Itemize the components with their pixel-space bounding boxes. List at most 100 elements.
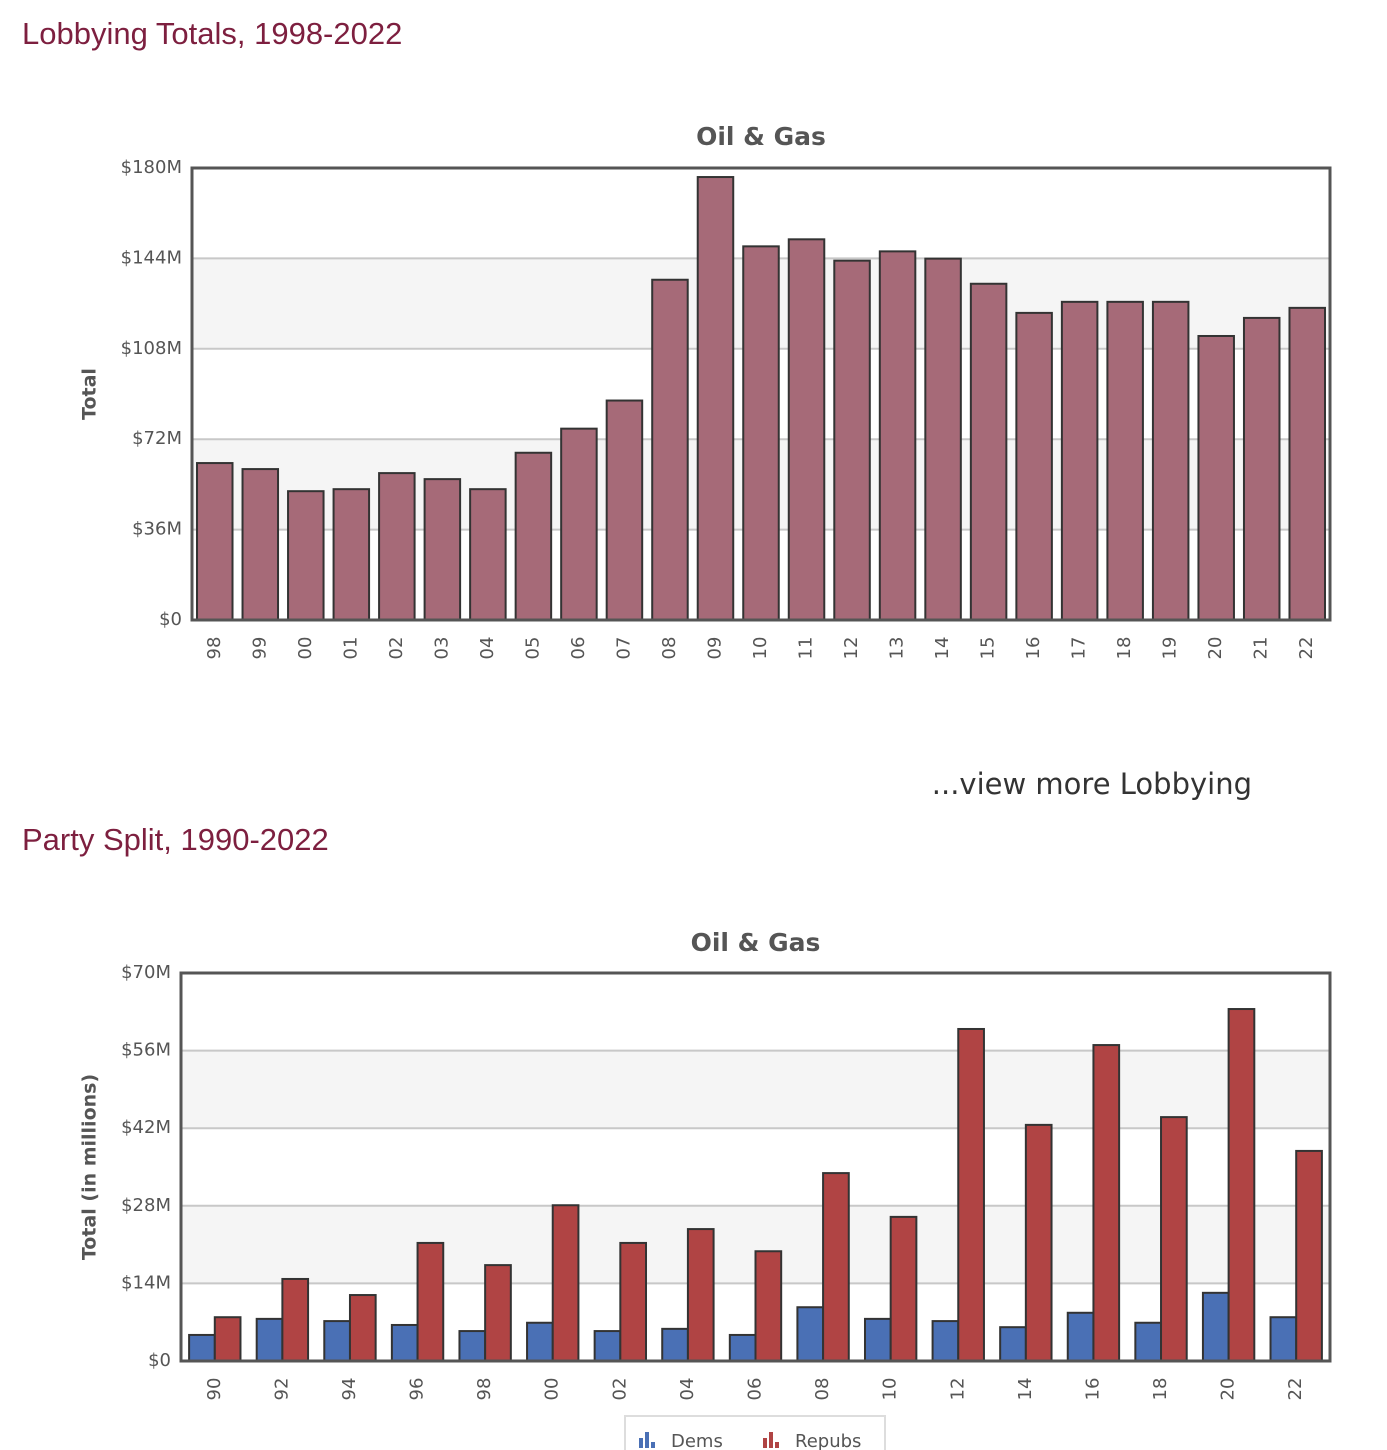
- bar: [878, 250, 917, 621]
- bar: [999, 1326, 1027, 1363]
- y-axis-label: Total (in millions): [79, 1074, 101, 1260]
- bar: [469, 488, 507, 621]
- y-tick-label: $180M: [121, 157, 182, 178]
- x-tick-label: 02: [609, 1378, 630, 1401]
- bar: [1015, 311, 1053, 621]
- x-tick-label: 98: [204, 637, 225, 660]
- section-heading: Party Split, 1990-2022: [22, 822, 329, 857]
- bar: [605, 399, 644, 622]
- bar: [1160, 1116, 1188, 1362]
- bar: [696, 176, 735, 621]
- bar: [416, 1241, 445, 1362]
- x-tick-label: 00: [295, 637, 316, 660]
- y-tick-label: $144M: [121, 247, 182, 268]
- x-tick-label: 01: [340, 637, 361, 660]
- bar: [822, 1172, 850, 1363]
- view-more-link[interactable]: ...view more Lobbying: [932, 767, 1252, 801]
- y-tick-label: $14M: [121, 1272, 171, 1293]
- plot-frame: [190, 166, 1332, 622]
- legend-icon: [769, 1432, 773, 1448]
- x-tick-label: 03: [431, 637, 452, 660]
- bar: [957, 1027, 985, 1363]
- x-tick-label: 10: [750, 637, 771, 660]
- x-tick-label: 06: [745, 1378, 766, 1401]
- x-tick-label: 17: [1069, 637, 1090, 660]
- bar: [924, 257, 962, 621]
- bar: [1106, 300, 1144, 621]
- y-tick-label: $70M: [121, 962, 171, 983]
- bar: [1066, 1311, 1095, 1362]
- legend-icon: [763, 1438, 767, 1448]
- section-heading: Lobbying Totals, 1998-2022: [22, 16, 402, 51]
- bar: [332, 488, 371, 621]
- bar: [742, 245, 780, 621]
- x-tick-label: 16: [1023, 637, 1044, 660]
- bar: [889, 1215, 918, 1363]
- x-tick-label: 19: [1160, 637, 1181, 660]
- chart-title: Oil & Gas: [696, 122, 826, 151]
- bar: [1242, 316, 1281, 621]
- x-tick-label: 22: [1285, 1378, 1306, 1401]
- legend-icon: [645, 1432, 649, 1448]
- bar: [593, 1330, 622, 1363]
- x-tick-label: 16: [1082, 1378, 1103, 1401]
- x-tick-label: 98: [474, 1378, 495, 1401]
- legend-icon: [651, 1442, 655, 1448]
- bar: [1151, 300, 1190, 621]
- bar: [651, 278, 689, 621]
- y-tick-label: $36M: [132, 519, 182, 540]
- legend-label: Repubs: [795, 1431, 861, 1450]
- bar: [686, 1228, 715, 1362]
- x-tick-label: 18: [1150, 1378, 1171, 1401]
- y-tick-label: $108M: [121, 338, 182, 359]
- bar: [1288, 306, 1326, 621]
- bar: [390, 1323, 419, 1363]
- y-tick-label: $0: [148, 1350, 171, 1371]
- bar: [787, 238, 826, 621]
- bar: [560, 427, 598, 621]
- bar: [484, 1264, 512, 1362]
- legend: Dems Repubs: [624, 1415, 886, 1450]
- x-tick-label: 15: [978, 637, 999, 660]
- chart-title: Oil & Gas: [691, 928, 821, 957]
- y-tick-label: $72M: [132, 428, 182, 449]
- legend-icon: [775, 1442, 779, 1448]
- bar: [281, 1277, 310, 1362]
- bar: [754, 1250, 783, 1363]
- x-tick-label: 20: [1205, 637, 1226, 660]
- x-tick-label: 20: [1218, 1378, 1239, 1401]
- x-tick-label: 02: [386, 637, 407, 660]
- legend-icon: [639, 1438, 643, 1448]
- bar: [323, 1320, 351, 1363]
- y-tick-label: $42M: [121, 1117, 171, 1138]
- bar: [833, 259, 871, 621]
- bar: [213, 1316, 242, 1362]
- plot-frame: [179, 971, 1332, 1363]
- grid-band: [181, 1050, 1330, 1129]
- x-tick-label: 11: [796, 637, 817, 660]
- bar: [796, 1306, 825, 1362]
- bar: [423, 478, 462, 622]
- bar: [1201, 1291, 1230, 1363]
- bar: [514, 451, 553, 622]
- legend-box: [624, 1415, 886, 1450]
- x-tick-label: 07: [613, 637, 634, 660]
- y-tick-label: $56M: [121, 1040, 171, 1061]
- x-tick-label: 92: [271, 1378, 292, 1401]
- bar: [1024, 1123, 1053, 1362]
- x-tick-label: 04: [477, 637, 498, 660]
- bar: [619, 1241, 648, 1362]
- bar: [458, 1330, 487, 1363]
- bar: [378, 472, 416, 621]
- x-tick-label: 96: [407, 1378, 428, 1401]
- bar: [241, 468, 280, 621]
- x-tick-label: 13: [887, 637, 908, 660]
- x-tick-label: 10: [880, 1378, 901, 1401]
- x-tick-label: 12: [947, 1378, 968, 1401]
- x-tick-label: 90: [204, 1378, 225, 1401]
- x-tick-label: 08: [659, 637, 680, 660]
- bar: [255, 1317, 284, 1362]
- bar: [661, 1327, 689, 1363]
- x-tick-label: 12: [841, 637, 862, 660]
